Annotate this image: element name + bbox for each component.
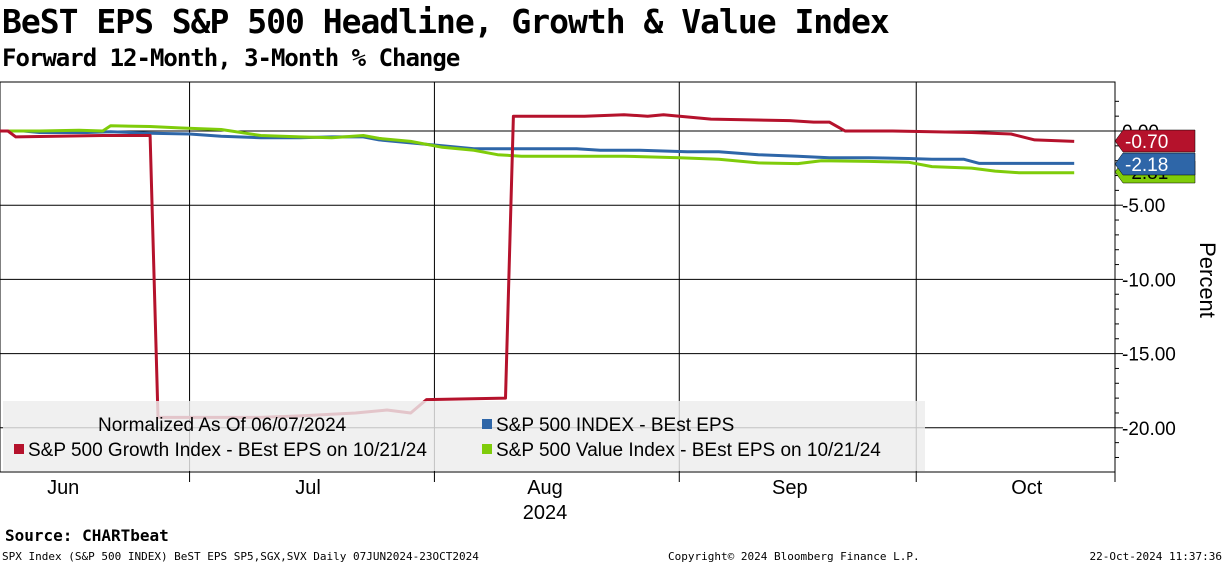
legend-swatch bbox=[482, 444, 492, 454]
y-tick-label: -10.00 bbox=[1122, 270, 1176, 291]
y-tick-label: -5.00 bbox=[1122, 196, 1165, 217]
series-line bbox=[0, 113, 1075, 419]
footer-timestamp: 22-Oct-2024 11:37:36 bbox=[1089, 550, 1222, 563]
y-tick-label: -15.00 bbox=[1122, 345, 1176, 366]
last-value-label: -0.70 bbox=[1125, 132, 1168, 153]
y-axis-label: Percent bbox=[1195, 242, 1220, 318]
footer-copyright: Copyright© 2024 Bloomberg Finance L.P. bbox=[668, 550, 920, 563]
legend-label: S&P 500 INDEX - BEst EPS bbox=[496, 415, 734, 436]
legend-box bbox=[3, 401, 925, 471]
footer-ticker-info: SPX Index (S&P 500 INDEX) BeST EPS SP5,S… bbox=[2, 550, 479, 563]
x-tick-label: Jun bbox=[47, 477, 79, 499]
x-year-label: 2024 bbox=[523, 502, 568, 520]
line-chart: 0.00-5.00-10.00-15.00-20.00PercentJunJul… bbox=[0, 81, 1220, 520]
last-value-tag bbox=[1114, 129, 1196, 153]
last-value-label: -2.18 bbox=[1125, 155, 1168, 176]
series-line bbox=[0, 124, 1075, 175]
x-tick-label: Sep bbox=[772, 477, 808, 499]
last-value-tag bbox=[1114, 152, 1196, 176]
chart-subtitle: Forward 12-Month, 3-Month % Change bbox=[2, 44, 460, 72]
chart-title: BeST EPS S&P 500 Headline, Growth & Valu… bbox=[2, 2, 890, 41]
source-label: Source: CHARTbeat bbox=[5, 526, 169, 545]
x-tick-label: Jul bbox=[295, 477, 321, 499]
y-tick-label: -20.00 bbox=[1122, 419, 1176, 440]
plot-frame bbox=[0, 81, 1116, 473]
legend-label: S&P 500 Growth Index - BEst EPS on 10/21… bbox=[28, 440, 427, 461]
x-tick-label: Oct bbox=[1011, 477, 1043, 499]
series-line bbox=[0, 129, 1075, 165]
legend-swatch bbox=[14, 444, 24, 454]
x-tick-label: Aug bbox=[527, 477, 563, 499]
legend-note: Normalized As Of 06/07/2024 bbox=[98, 415, 347, 436]
legend-label: S&P 500 Value Index - BEst EPS on 10/21/… bbox=[496, 440, 881, 461]
legend-swatch bbox=[482, 419, 492, 429]
